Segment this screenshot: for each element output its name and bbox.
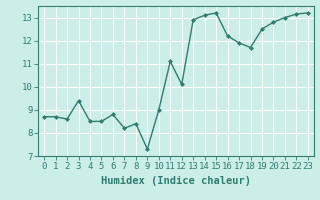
X-axis label: Humidex (Indice chaleur): Humidex (Indice chaleur) (101, 176, 251, 186)
